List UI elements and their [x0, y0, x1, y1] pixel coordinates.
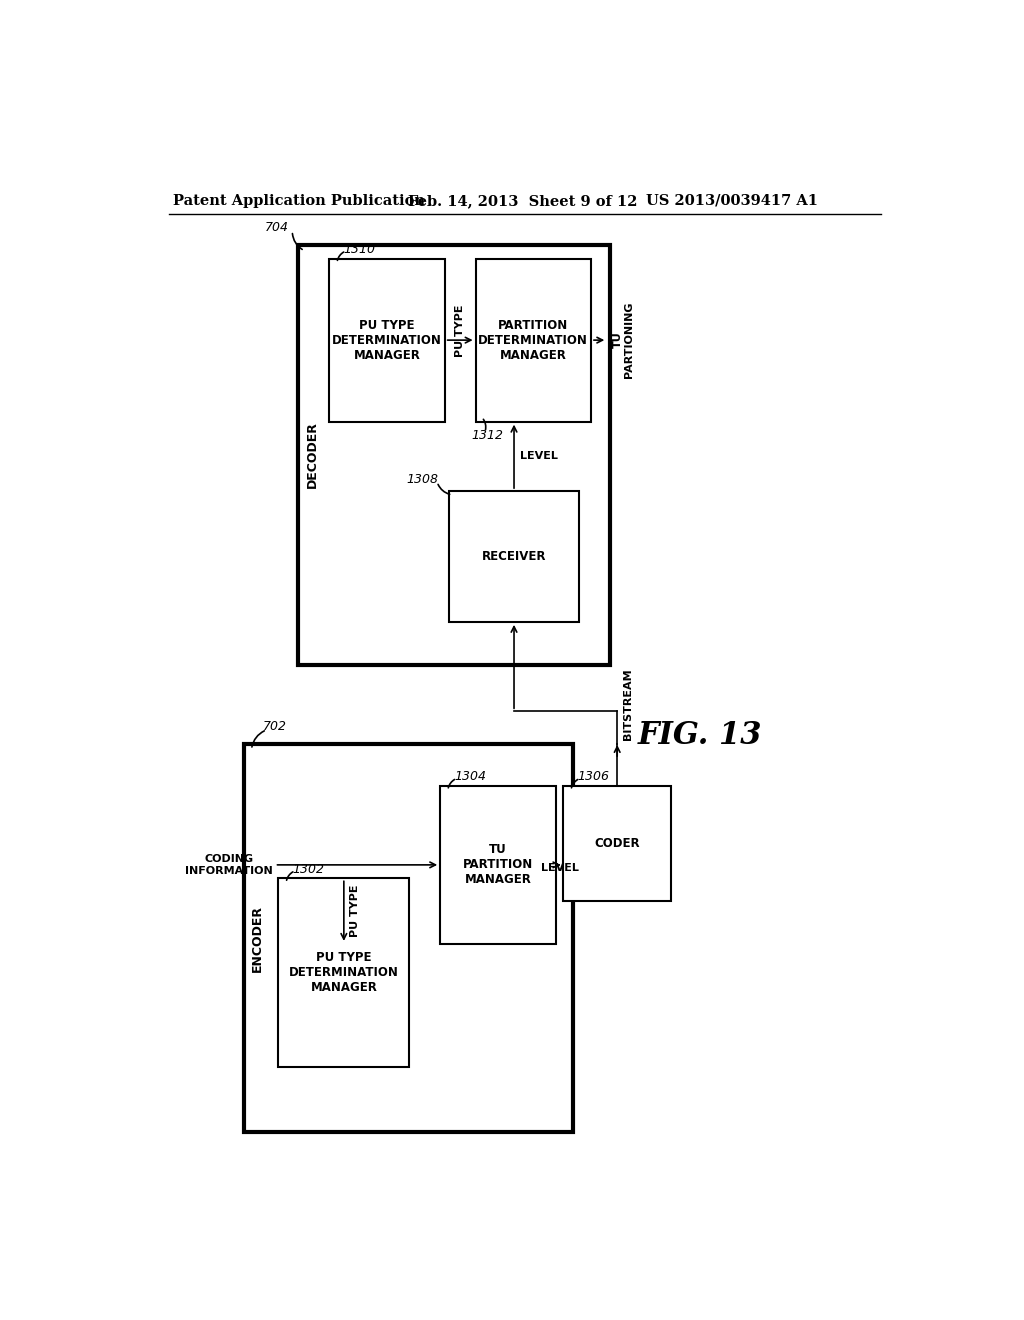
Bar [475, 259, 591, 422]
Text: PU TYPE: PU TYPE [350, 884, 360, 937]
Text: 704: 704 [265, 222, 289, 234]
Text: PU TYPE
DETERMINATION
MANAGER: PU TYPE DETERMINATION MANAGER [289, 952, 398, 994]
Text: US 2013/0039417 A1: US 2013/0039417 A1 [646, 194, 818, 207]
Bar [298, 244, 609, 665]
Text: Feb. 14, 2013  Sheet 9 of 12: Feb. 14, 2013 Sheet 9 of 12 [408, 194, 637, 207]
Text: PU TYPE: PU TYPE [455, 305, 465, 358]
Text: 1306: 1306 [578, 770, 609, 783]
Text: CODING
INFORMATION: CODING INFORMATION [185, 854, 273, 875]
Text: DECODER: DECODER [306, 421, 318, 488]
Text: BITSTREAM: BITSTREAM [624, 668, 634, 741]
Text: FIG. 13: FIG. 13 [637, 721, 762, 751]
Bar [563, 785, 671, 902]
Text: PARTITION
DETERMINATION
MANAGER: PARTITION DETERMINATION MANAGER [478, 318, 588, 362]
Text: LEVEL: LEVEL [541, 862, 579, 873]
Text: TU
PARTITION
MANAGER: TU PARTITION MANAGER [463, 843, 532, 886]
Bar [449, 491, 580, 622]
Text: CODER: CODER [594, 837, 640, 850]
Text: 1302: 1302 [292, 862, 325, 875]
Text: 1308: 1308 [407, 473, 438, 486]
Bar [330, 259, 444, 422]
Text: 1304: 1304 [454, 770, 486, 783]
Text: 1310: 1310 [343, 243, 375, 256]
Text: ENCODER: ENCODER [251, 904, 264, 972]
Text: Patent Application Publication: Patent Application Publication [173, 194, 425, 207]
Bar [279, 878, 410, 1067]
Bar [244, 743, 573, 1133]
Bar [440, 785, 556, 944]
Text: 1312: 1312 [472, 429, 504, 442]
Text: 702: 702 [263, 721, 287, 733]
Text: TU
PARTIONING: TU PARTIONING [612, 302, 634, 379]
Text: RECEIVER: RECEIVER [481, 550, 546, 564]
Text: PU TYPE
DETERMINATION
MANAGER: PU TYPE DETERMINATION MANAGER [332, 318, 442, 362]
Text: LEVEL: LEVEL [520, 451, 558, 462]
